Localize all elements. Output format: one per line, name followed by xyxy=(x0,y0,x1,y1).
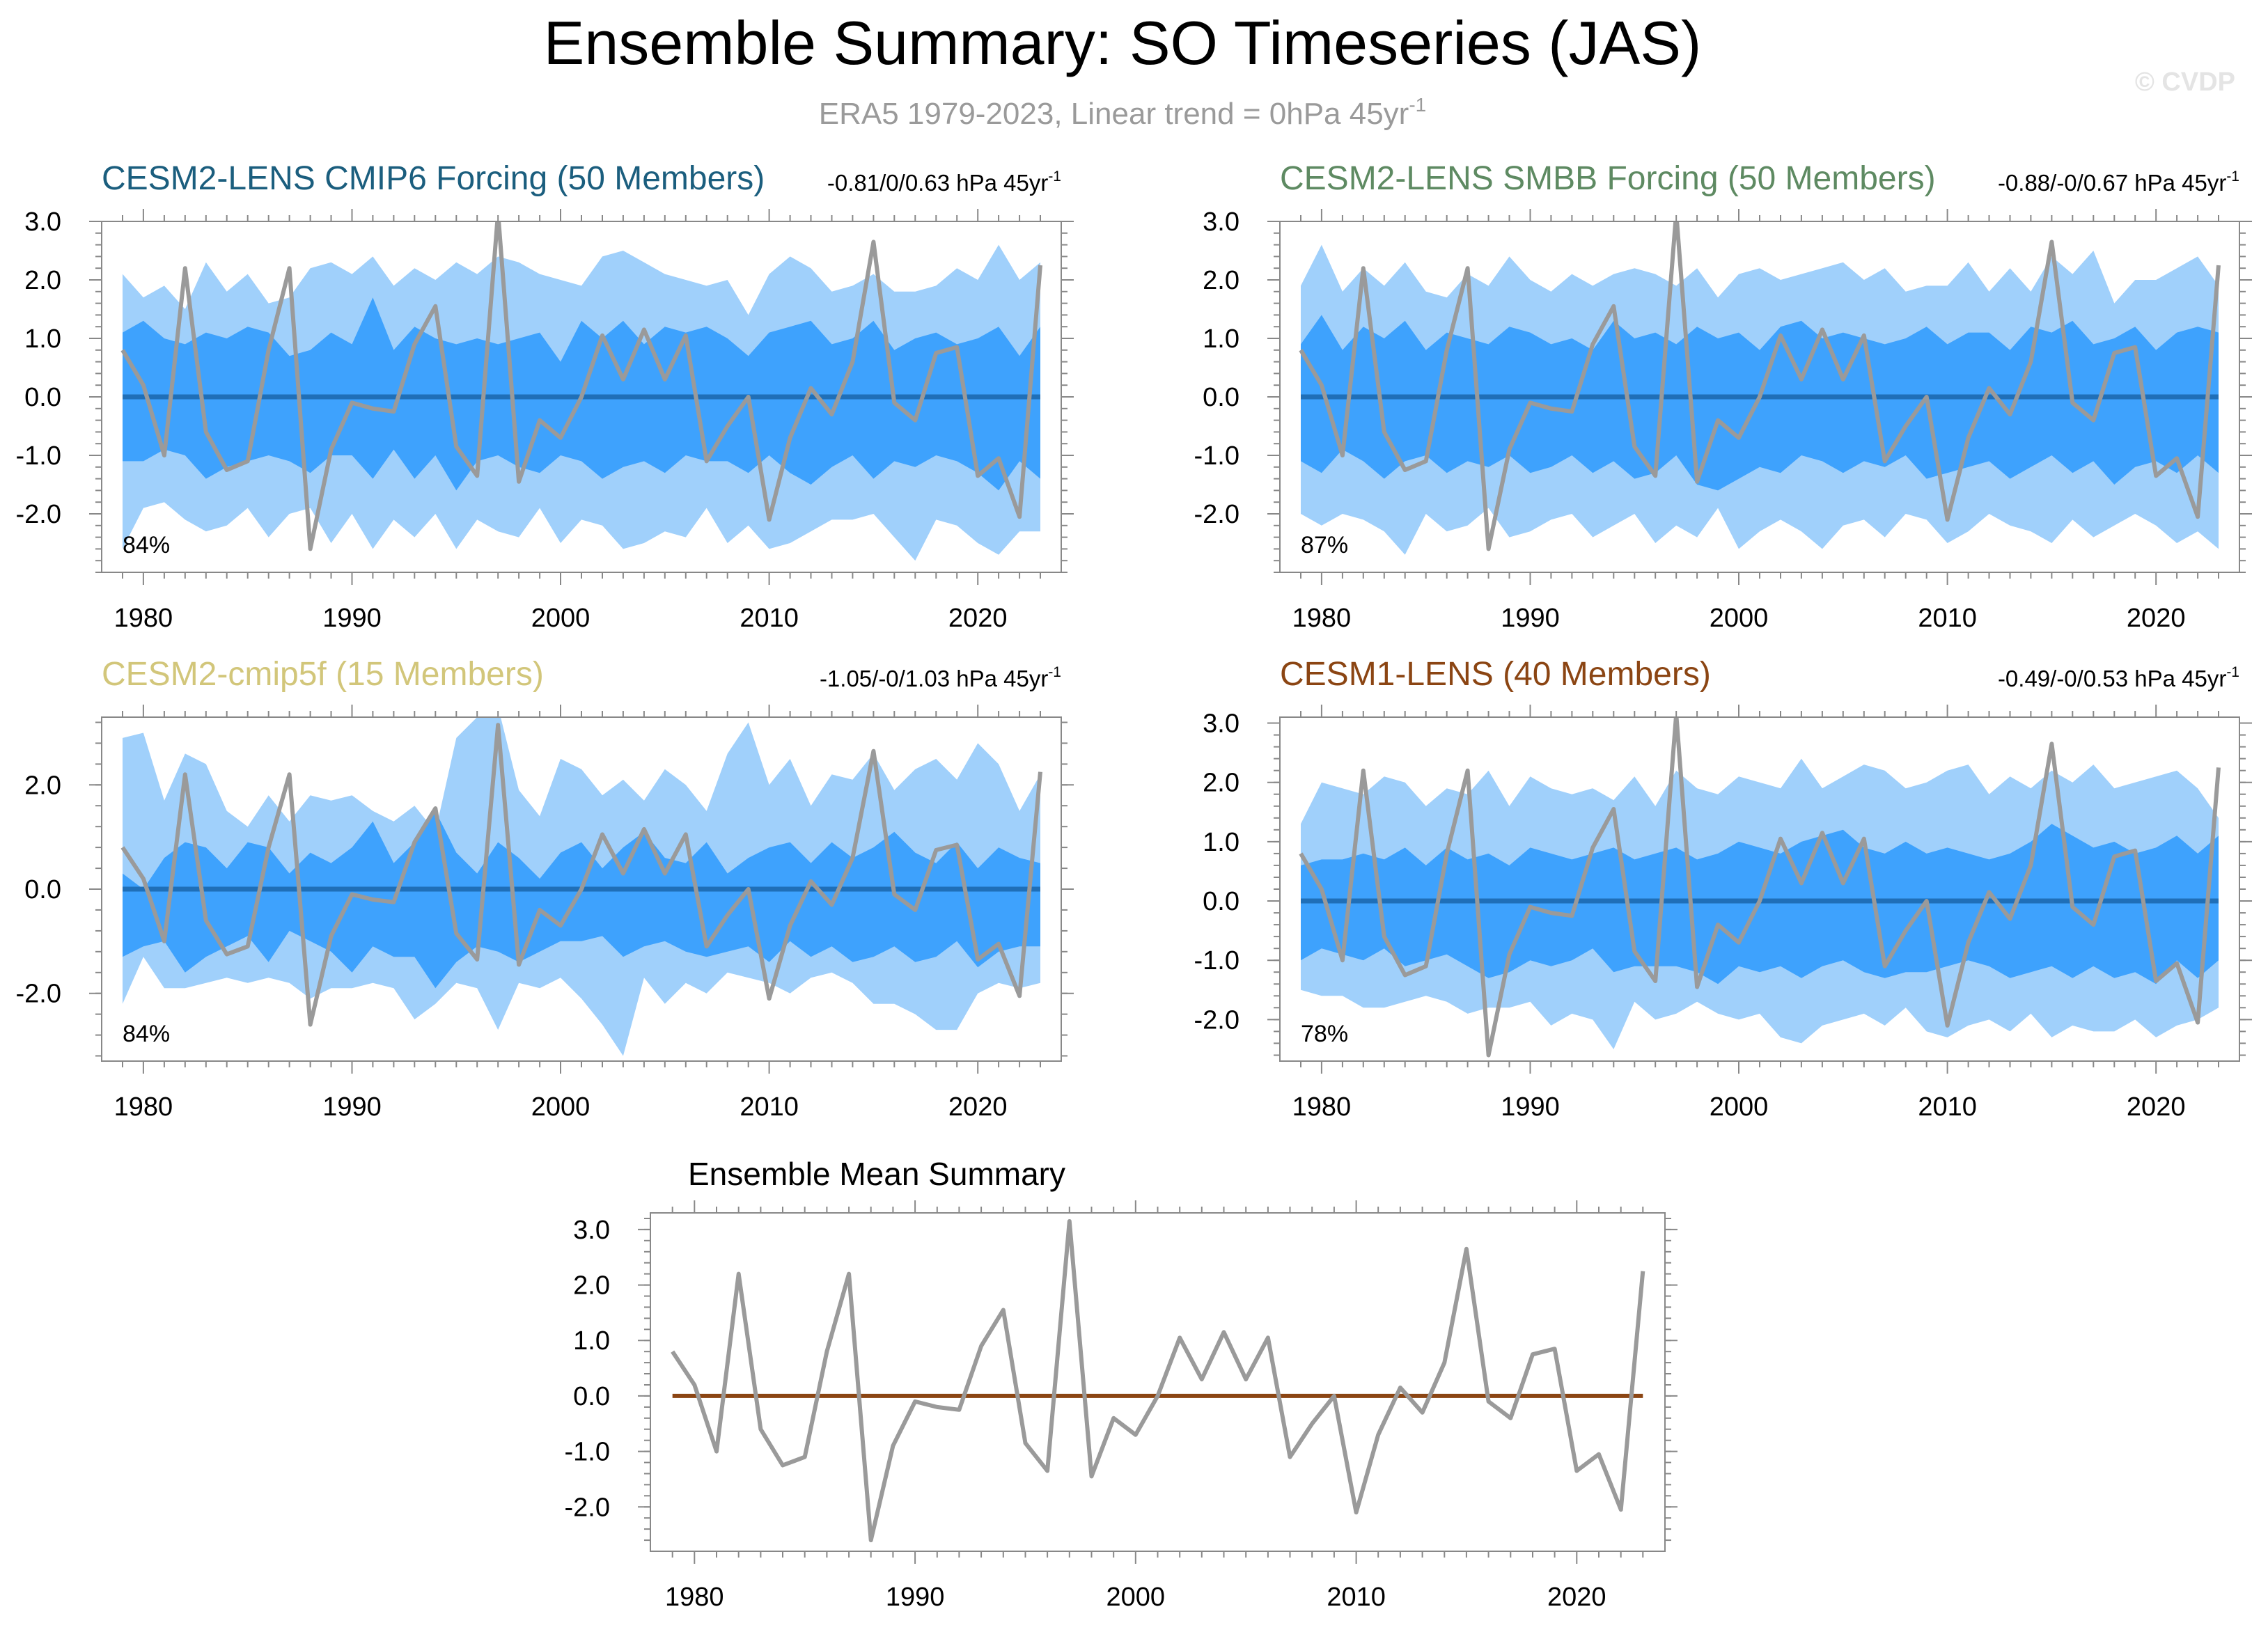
x-tick-label: 1980 xyxy=(114,1092,173,1122)
y-tick-label: -2.0 xyxy=(565,1493,610,1522)
panel-2: 1980 1990 2000 2010 2020 -2.0 -1.0 0.0 1.0 2.0 3.0… xyxy=(1194,160,2252,633)
trend-label: -0.81/0/0.63 hPa 45yr-1 xyxy=(827,168,1061,196)
x-tick-label: 1980 xyxy=(114,604,173,633)
y-tick-label: -1.0 xyxy=(1194,441,1239,471)
percent-label: 78% xyxy=(1301,1021,1348,1047)
percent-label: 84% xyxy=(123,532,170,558)
observed-line xyxy=(1299,221,2221,551)
y-tick-label: 0.0 xyxy=(1203,887,1239,916)
x-tick-label: 2020 xyxy=(948,604,1008,633)
y-tick-label: 2.0 xyxy=(24,266,61,295)
panel-title: CESM2-cmip5f (15 Members) xyxy=(102,656,544,693)
x-tick-label: 1990 xyxy=(1501,1092,1560,1122)
y-tick-label: 3.0 xyxy=(1203,207,1239,237)
y-tick-label: -1.0 xyxy=(1194,946,1239,975)
y-tick-label: 0.0 xyxy=(573,1382,610,1411)
panel-title: Ensemble Mean Summary xyxy=(688,1156,1065,1192)
x-tick-label: 2010 xyxy=(740,1092,799,1122)
plot-frame xyxy=(650,1212,1666,1552)
observed-line xyxy=(120,221,1042,551)
inner-spread-band xyxy=(1301,315,2219,491)
x-tick-label: 2010 xyxy=(740,604,799,633)
plot-area xyxy=(1299,717,2221,1058)
y-tick-label: -2.0 xyxy=(1194,1005,1239,1035)
subtitle-sup: -1 xyxy=(1409,94,1426,116)
plot-area xyxy=(120,717,1042,1056)
y-tick-label: -2.0 xyxy=(16,500,61,529)
y-tick-label: 3.0 xyxy=(573,1216,610,1245)
subtitle: ERA5 1979-2023, Linear trend = 0hPa 45yr… xyxy=(819,94,1427,131)
y-tick-label: 2.0 xyxy=(1203,769,1239,798)
x-tick-label: 2020 xyxy=(2127,604,2186,633)
x-tick-label: 2010 xyxy=(1918,1092,1977,1122)
y-tick-label: 0.0 xyxy=(24,383,61,412)
trend-text: -0.81/0/0.63 hPa 45yr xyxy=(827,170,1048,196)
x-tick-label: 2020 xyxy=(948,1092,1008,1122)
panel-5: 1980 1990 2000 2010 2020 -2.0 -1.0 0.0 1.0 2.0 3.0… xyxy=(565,1156,1677,1612)
watermark: © CVDP xyxy=(2135,68,2235,97)
trend-sup: -1 xyxy=(2226,168,2239,185)
trend-sup: -1 xyxy=(2226,664,2239,680)
panels-container: 1980 1990 2000 2010 2020 -2.0 -1.0 0.0 1.0 2.0 3.0… xyxy=(16,160,2252,1612)
y-tick-label: 1.0 xyxy=(1203,324,1239,354)
inner-spread-band xyxy=(123,810,1040,989)
y-tick-label: -1.0 xyxy=(16,441,61,471)
x-tick-label: 1990 xyxy=(886,1583,945,1612)
trend-text: -0.49/-0/0.53 hPa 45yr xyxy=(1998,666,2226,691)
y-tick-label: -2.0 xyxy=(16,980,61,1009)
y-tick-label: 1.0 xyxy=(24,324,61,354)
x-tick-label: 2010 xyxy=(1327,1583,1386,1612)
x-tick-label: 1980 xyxy=(1292,1092,1352,1122)
panel-title: CESM1-LENS (40 Members) xyxy=(1280,656,1711,693)
panel-title: CESM2-LENS SMBB Forcing (50 Members) xyxy=(1280,160,1936,197)
subtitle-main: ERA5 1979-2023, Linear trend = 0hPa 45yr xyxy=(819,97,1409,131)
trend-sup: -1 xyxy=(1048,168,1061,185)
panel-1: 1980 1990 2000 2010 2020 -2.0 -1.0 0.0 1.0 2.0 3.0… xyxy=(16,160,1074,633)
x-tick-label: 2020 xyxy=(1547,1583,1606,1612)
trend-text: -1.05/-0/1.03 hPa 45yr xyxy=(820,666,1048,691)
panel-3: 1980 1990 2000 2010 2020 -2.0 0.0 2.0 CESM2-cmip… xyxy=(16,656,1074,1122)
observed-line xyxy=(671,1219,1645,1543)
x-tick-label: 2000 xyxy=(1106,1583,1166,1612)
observed-line xyxy=(120,723,1042,1027)
plot-area xyxy=(120,221,1042,561)
y-tick-label: -1.0 xyxy=(565,1438,610,1467)
x-tick-label: 1980 xyxy=(1292,604,1352,633)
x-tick-label: 1990 xyxy=(322,604,382,633)
x-tick-label: 2000 xyxy=(531,1092,591,1122)
panel-title: CESM2-LENS CMIP6 Forcing (50 Members) xyxy=(102,160,765,197)
percent-label: 87% xyxy=(1301,532,1348,558)
y-tick-label: 2.0 xyxy=(1203,266,1239,295)
x-tick-label: 2020 xyxy=(2127,1092,2186,1122)
y-tick-label: 1.0 xyxy=(573,1326,610,1356)
y-tick-label: -2.0 xyxy=(1194,500,1239,529)
x-tick-label: 1990 xyxy=(1501,604,1560,633)
trend-label: -1.05/-0/1.03 hPa 45yr-1 xyxy=(820,664,1061,691)
y-tick-label: 3.0 xyxy=(24,207,61,237)
x-tick-label: 2000 xyxy=(531,604,591,633)
plot-area xyxy=(1299,221,2221,555)
y-tick-label: 2.0 xyxy=(573,1271,610,1301)
trend-label: -0.49/-0/0.53 hPa 45yr-1 xyxy=(1998,664,2239,691)
trend-sup: -1 xyxy=(1048,664,1061,680)
observed-line xyxy=(1299,717,2221,1058)
x-tick-label: 2000 xyxy=(1710,1092,1769,1122)
trend-text: -0.88/-0/0.67 hPa 45yr xyxy=(1998,170,2226,196)
y-tick-label: 0.0 xyxy=(24,875,61,904)
x-tick-label: 1980 xyxy=(665,1583,724,1612)
y-tick-label: 3.0 xyxy=(1203,709,1239,739)
x-tick-label: 1990 xyxy=(322,1092,382,1122)
x-tick-label: 2000 xyxy=(1710,604,1769,633)
y-tick-label: 2.0 xyxy=(24,771,61,800)
y-tick-label: 0.0 xyxy=(1203,383,1239,412)
panel-4: 1980 1990 2000 2010 2020 -2.0 -1.0 0.0 1.0 2.0 3.0… xyxy=(1194,656,2252,1122)
y-tick-label: 1.0 xyxy=(1203,828,1239,857)
trend-label: -0.88/-0/0.67 hPa 45yr-1 xyxy=(1998,168,2239,196)
plot-area xyxy=(671,1219,1645,1543)
x-tick-label: 2010 xyxy=(1918,604,1977,633)
percent-label: 84% xyxy=(123,1021,170,1047)
main-title: Ensemble Summary: SO Timeseries (JAS) xyxy=(544,8,1702,77)
